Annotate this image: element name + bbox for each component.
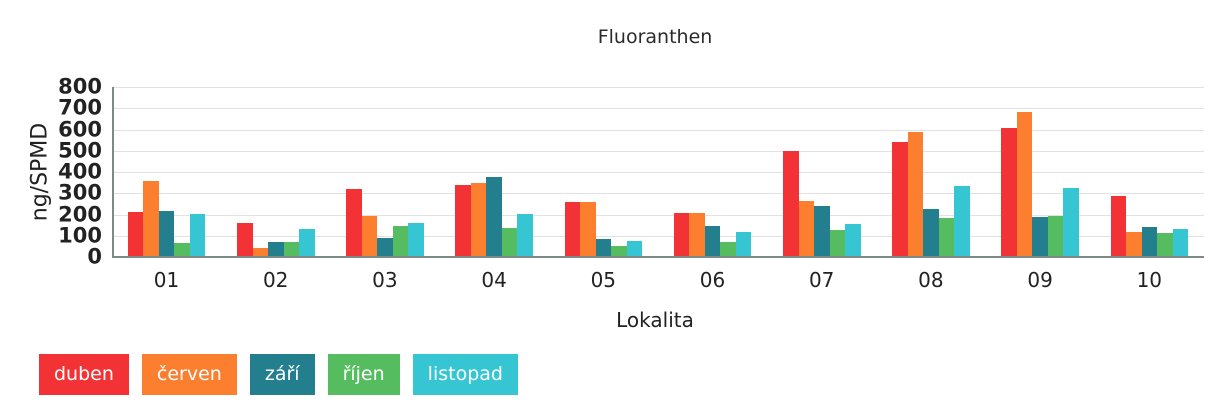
bar-07-září: [814, 205, 830, 257]
gridline: [112, 108, 1204, 110]
x-tick-label: 01: [153, 268, 180, 292]
bar-10-červen: [1126, 231, 1142, 257]
bar-08-říjen: [938, 218, 955, 257]
legend-item-2[interactable]: září: [249, 354, 315, 395]
bar-08-duben: [892, 142, 908, 257]
bar-08-listopad: [954, 186, 970, 257]
x-tick-label: 02: [262, 268, 289, 292]
bar-10-duben: [1110, 196, 1127, 257]
y-tick-label: 800: [58, 74, 102, 99]
chart-title: Fluoranthen: [597, 26, 713, 48]
bar-03-červen: [361, 215, 378, 257]
x-axis-label: Lokalita: [616, 308, 694, 332]
y-tick-label: 200: [58, 202, 102, 226]
bar-03-říjen: [392, 225, 409, 257]
bar-04-říjen: [501, 228, 518, 257]
x-tick-label: 05: [590, 268, 617, 292]
bar-01-listopad: [189, 214, 206, 257]
y-tick-label: 500: [58, 138, 102, 163]
legend: duben červen září říjen listopad: [39, 354, 518, 395]
bar-04-listopad: [517, 214, 533, 257]
bar-06-říjen: [720, 241, 736, 257]
bar-02-duben: [237, 223, 253, 257]
x-axis-line: [112, 256, 1204, 258]
x-tick-label: 08: [918, 268, 944, 292]
plot-area: [112, 87, 1204, 258]
bar-06-listopad: [735, 231, 752, 257]
bar-04-červen: [470, 183, 487, 257]
bar-09-září: [1032, 217, 1048, 257]
bar-05-červen: [580, 201, 596, 257]
bar-01-říjen: [174, 242, 190, 257]
bar-10-říjen: [1157, 233, 1173, 257]
bar-09-červen: [1016, 111, 1033, 257]
gridline: [112, 150, 1204, 152]
bar-06-červen: [689, 213, 705, 257]
y-axis-line: [112, 87, 114, 258]
y-tick-label: 600: [58, 117, 102, 141]
bar-07-listopad: [845, 224, 861, 257]
bar-09-listopad: [1063, 188, 1079, 257]
bar-07-červen: [798, 200, 815, 257]
bar-01-září: [158, 211, 175, 257]
bar-06-duben: [673, 213, 690, 257]
bar-04-duben: [455, 184, 471, 257]
x-tick-label: 04: [481, 268, 507, 292]
bar-07-duben: [783, 151, 799, 257]
bar-01-duben: [127, 212, 144, 257]
x-tick-label: 07: [808, 268, 835, 292]
bar-05-listopad: [626, 240, 643, 257]
bar-06-září: [704, 225, 721, 257]
legend-item-1[interactable]: červen: [141, 354, 237, 395]
bar-10-listopad: [1172, 229, 1189, 257]
bar-05-září: [595, 239, 612, 257]
bar-03-listopad: [408, 223, 424, 257]
y-tick-label: 300: [58, 180, 102, 205]
bar-02-říjen: [283, 241, 300, 257]
y-tick-label: 0: [87, 244, 102, 269]
bar-07-říjen: [829, 230, 846, 257]
bar-05-duben: [564, 201, 581, 257]
bar-02-listopad: [299, 229, 315, 257]
y-tick-label: 100: [58, 223, 102, 248]
legend-item-0[interactable]: duben: [39, 354, 129, 395]
bar-09-říjen: [1047, 215, 1064, 257]
bar-08-červen: [907, 131, 924, 257]
bar-03-duben: [346, 189, 362, 257]
x-tick-label: 03: [372, 268, 398, 292]
gridline: [112, 172, 1204, 173]
bar-09-duben: [1001, 127, 1017, 257]
legend-item-4[interactable]: listopad: [412, 354, 518, 395]
x-tick-label: 10: [1136, 268, 1163, 292]
gridline: [112, 235, 1204, 237]
x-tick-label: 09: [1027, 268, 1053, 292]
y-tick-label: 700: [58, 95, 102, 120]
bar-03-září: [377, 238, 393, 257]
bar-05-říjen: [611, 246, 627, 257]
bar-02-září: [268, 241, 284, 257]
gridline: [112, 193, 1204, 195]
x-tick-label: 06: [699, 268, 726, 292]
gridline: [112, 214, 1204, 216]
legend-item-3[interactable]: říjen: [327, 354, 400, 395]
bar-01-červen: [143, 180, 159, 257]
y-tick-label: 400: [58, 159, 102, 184]
bar-10-září: [1141, 226, 1158, 257]
bar-04-září: [486, 177, 502, 257]
bar-02-červen: [252, 248, 269, 257]
bar-08-září: [923, 209, 939, 257]
gridline: [112, 87, 1204, 88]
gridline: [112, 129, 1204, 131]
